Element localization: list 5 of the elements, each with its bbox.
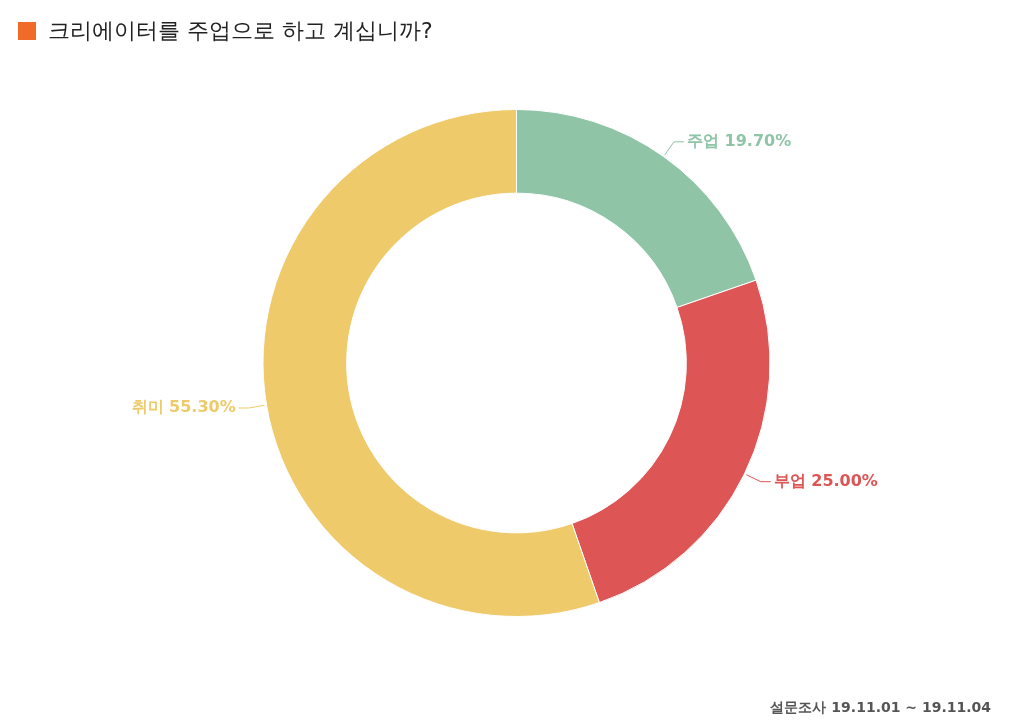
- chart-title: 크리에이터를 주업으로 하고 계십니까?: [48, 17, 433, 45]
- slice-label: 주업 19.70%: [687, 131, 792, 151]
- text: 설문조사 19.11.01 ~ 19.11.04: [770, 699, 991, 717]
- slice-label: 취미 55.30%: [131, 397, 236, 417]
- slice-label: 부업 25.00%: [773, 470, 878, 490]
